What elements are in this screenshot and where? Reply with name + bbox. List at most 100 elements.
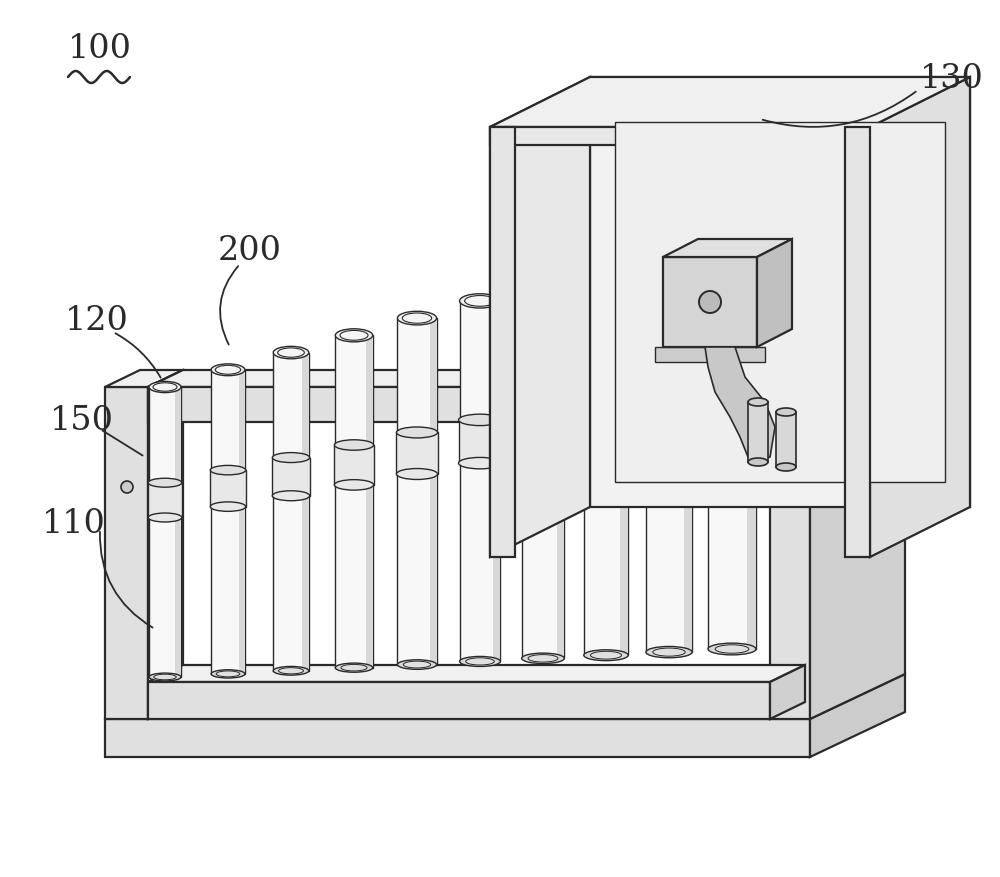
Polygon shape <box>770 343 905 388</box>
Ellipse shape <box>584 260 628 275</box>
Ellipse shape <box>748 459 768 467</box>
Polygon shape <box>396 433 438 474</box>
Ellipse shape <box>210 466 246 475</box>
Ellipse shape <box>272 491 310 501</box>
Ellipse shape <box>776 409 796 417</box>
Polygon shape <box>810 674 905 757</box>
Polygon shape <box>845 128 870 558</box>
Ellipse shape <box>522 277 564 292</box>
Ellipse shape <box>646 242 692 258</box>
Polygon shape <box>490 78 590 558</box>
Ellipse shape <box>521 402 565 414</box>
Polygon shape <box>273 353 309 671</box>
Polygon shape <box>239 370 245 674</box>
Polygon shape <box>747 232 756 649</box>
Ellipse shape <box>402 314 432 324</box>
Polygon shape <box>105 674 905 719</box>
Ellipse shape <box>646 646 692 658</box>
Polygon shape <box>105 371 183 388</box>
Polygon shape <box>493 302 500 661</box>
Polygon shape <box>708 232 756 649</box>
Polygon shape <box>810 343 905 719</box>
Ellipse shape <box>335 663 373 673</box>
Text: 100: 100 <box>68 33 132 65</box>
Ellipse shape <box>645 424 693 438</box>
Polygon shape <box>646 250 692 652</box>
Ellipse shape <box>748 398 768 407</box>
Polygon shape <box>645 382 693 431</box>
Polygon shape <box>211 370 245 674</box>
Ellipse shape <box>334 480 374 490</box>
Ellipse shape <box>645 376 693 389</box>
Polygon shape <box>590 78 970 508</box>
Ellipse shape <box>460 657 500 667</box>
Ellipse shape <box>397 660 437 669</box>
Polygon shape <box>870 78 970 558</box>
Ellipse shape <box>653 648 685 656</box>
Ellipse shape <box>590 652 622 660</box>
Ellipse shape <box>403 661 431 668</box>
Ellipse shape <box>528 655 558 662</box>
Polygon shape <box>490 128 515 558</box>
Ellipse shape <box>215 366 241 374</box>
Ellipse shape <box>584 650 628 661</box>
Ellipse shape <box>211 670 245 678</box>
Polygon shape <box>490 128 870 146</box>
Ellipse shape <box>210 503 246 512</box>
Ellipse shape <box>273 347 309 360</box>
Polygon shape <box>430 318 437 665</box>
Polygon shape <box>620 267 628 655</box>
Polygon shape <box>748 403 768 462</box>
Ellipse shape <box>279 668 303 674</box>
Ellipse shape <box>459 458 501 469</box>
Ellipse shape <box>466 658 494 666</box>
Polygon shape <box>459 420 501 464</box>
Ellipse shape <box>459 415 501 426</box>
Ellipse shape <box>652 244 686 256</box>
Polygon shape <box>397 318 437 665</box>
Polygon shape <box>684 250 692 652</box>
Polygon shape <box>335 336 373 668</box>
Polygon shape <box>148 483 182 518</box>
Ellipse shape <box>334 440 374 451</box>
Ellipse shape <box>707 363 757 377</box>
Polygon shape <box>149 388 181 677</box>
Text: 200: 200 <box>218 235 282 267</box>
Text: 130: 130 <box>920 63 984 95</box>
Ellipse shape <box>148 513 182 523</box>
Polygon shape <box>490 78 970 128</box>
Ellipse shape <box>121 481 133 494</box>
Polygon shape <box>584 267 628 655</box>
Ellipse shape <box>396 427 438 438</box>
Ellipse shape <box>341 665 367 671</box>
Ellipse shape <box>153 383 177 392</box>
Ellipse shape <box>583 436 629 448</box>
Text: 120: 120 <box>65 304 129 337</box>
Polygon shape <box>460 302 500 661</box>
Ellipse shape <box>589 261 623 273</box>
Polygon shape <box>148 666 805 682</box>
Polygon shape <box>770 388 810 719</box>
Ellipse shape <box>708 644 756 655</box>
Polygon shape <box>148 371 805 388</box>
Ellipse shape <box>715 645 749 653</box>
Ellipse shape <box>335 330 373 343</box>
Ellipse shape <box>396 469 438 480</box>
Ellipse shape <box>708 225 756 241</box>
Polygon shape <box>148 388 770 423</box>
Ellipse shape <box>149 382 181 393</box>
Polygon shape <box>557 284 564 659</box>
Polygon shape <box>663 239 792 258</box>
Ellipse shape <box>460 295 500 309</box>
Polygon shape <box>334 446 374 485</box>
Ellipse shape <box>149 674 181 681</box>
Polygon shape <box>583 396 629 442</box>
Ellipse shape <box>714 226 750 239</box>
Ellipse shape <box>216 671 240 677</box>
Ellipse shape <box>522 653 564 664</box>
Polygon shape <box>105 388 148 719</box>
Ellipse shape <box>278 348 304 358</box>
Ellipse shape <box>397 312 437 325</box>
Ellipse shape <box>521 446 565 459</box>
Ellipse shape <box>583 389 629 402</box>
